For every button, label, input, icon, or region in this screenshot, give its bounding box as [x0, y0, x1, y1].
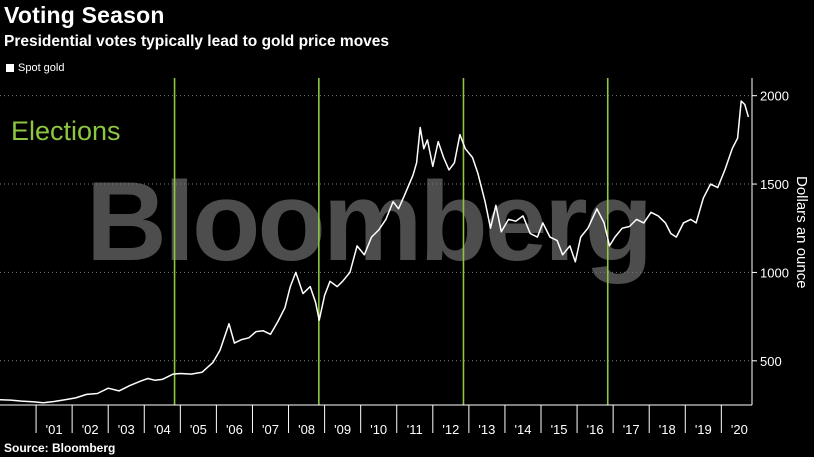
x-tick-label: '10: [370, 422, 387, 437]
x-tick-label: '20: [731, 422, 748, 437]
x-tick-label: '15: [551, 422, 568, 437]
gridlines: [0, 95, 752, 362]
y-tick-label: 1000: [760, 265, 789, 280]
chart-subtitle: Presidential votes typically lead to gol…: [4, 33, 390, 50]
x-tick-label: '05: [190, 422, 207, 437]
x-tick-label: '13: [478, 422, 495, 437]
x-tick-label: '07: [262, 422, 279, 437]
x-tick-label: '17: [623, 422, 640, 437]
x-tick-label: '19: [695, 422, 712, 437]
x-tick-label: '14: [514, 422, 531, 437]
x-tick-label: '18: [659, 422, 676, 437]
x-tick-label: '12: [442, 422, 459, 437]
y-axis-label: Dollars an ounce: [793, 176, 810, 289]
x-tick-label: '08: [298, 422, 315, 437]
legend-swatch: [6, 64, 14, 72]
chart-title: Voting Season: [4, 2, 165, 28]
series-group: [0, 100, 750, 404]
x-tick-label: '16: [587, 422, 604, 437]
x-tick-label: '11: [407, 422, 423, 437]
x-tick-label: '02: [82, 422, 99, 437]
source-note: Source: Bloomberg: [4, 441, 116, 455]
x-axis: '01 '02 '03 '04 '05 '06 '07 '08 '09 '10 '11 '12 '13 '…: [0, 404, 752, 437]
x-tick-label: '01: [46, 422, 63, 437]
y-tick-label: 1500: [760, 177, 789, 192]
x-tick-label: '06: [226, 422, 243, 437]
elections-annotation: Elections: [11, 116, 121, 146]
watermark: Bloomberg: [86, 159, 650, 284]
y-tick-label: 500: [760, 354, 782, 369]
x-tick-label: '03: [118, 422, 135, 437]
x-tick-label: '09: [334, 422, 351, 437]
legend: Spot gold: [6, 62, 64, 74]
x-tick-label: '04: [154, 422, 171, 437]
y-axis: 500 1000 1500 2000: [751, 78, 789, 405]
legend-label: Spot gold: [18, 62, 65, 74]
spot-gold-line: [0, 100, 750, 404]
y-tick-label: 2000: [760, 89, 789, 104]
